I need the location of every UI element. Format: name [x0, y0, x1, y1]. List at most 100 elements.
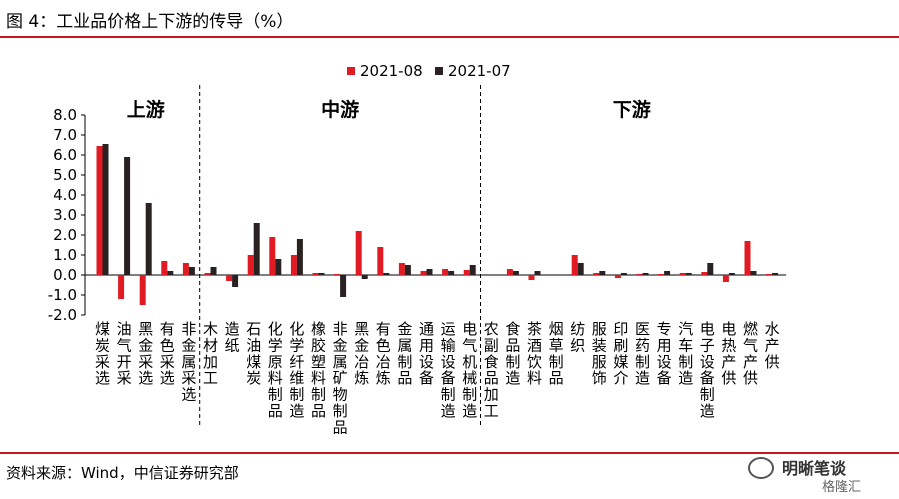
bar	[750, 271, 757, 275]
bar	[448, 271, 455, 275]
category-label: 烟草制品	[549, 320, 564, 387]
category-label: 通用设备	[419, 320, 434, 387]
y-tick-label: 8.0	[53, 106, 77, 124]
category-label: 食品制造	[505, 320, 520, 387]
watermark: 明晰笔谈 格隆汇	[742, 452, 899, 499]
category-label: 运输设备制造	[441, 320, 456, 420]
bar	[469, 265, 476, 275]
bar	[512, 271, 519, 275]
bar	[398, 263, 405, 275]
y-tick-label: 0.0	[53, 266, 77, 284]
bar	[226, 275, 233, 281]
bar	[139, 275, 146, 305]
bar	[296, 239, 303, 275]
category-label: 黑金采选	[138, 320, 153, 387]
watermark-sub: 格隆汇	[822, 480, 862, 495]
category-label: 印刷媒介	[613, 320, 628, 387]
category-label: 汽车制造	[678, 320, 693, 387]
bar	[161, 261, 168, 275]
bar	[361, 275, 368, 279]
bar	[182, 263, 189, 275]
bar	[534, 271, 541, 275]
category-label: 医药制造	[635, 320, 650, 387]
bar	[426, 269, 433, 275]
y-tick-label: 6.0	[53, 146, 77, 164]
bar	[253, 223, 260, 275]
category-label: 有色冶炼	[376, 320, 391, 387]
bar	[377, 247, 384, 275]
bar	[383, 273, 390, 275]
bar	[275, 259, 282, 275]
category-label: 非金属矿物制品	[333, 320, 348, 436]
y-tick-label: -2.0	[48, 306, 77, 324]
y-tick-label: 4.0	[53, 186, 77, 204]
bar	[210, 267, 217, 275]
bar	[679, 273, 686, 275]
bar	[124, 157, 131, 275]
bar	[571, 255, 578, 275]
category-label: 黑金冶炼	[354, 320, 369, 387]
group-label: 中游	[321, 98, 359, 121]
watermark-name: 明晰笔谈	[782, 459, 847, 478]
category-label: 造纸	[225, 320, 240, 354]
bar	[636, 274, 643, 275]
bar	[442, 269, 449, 275]
category-label: 有色采选	[160, 320, 175, 387]
category-label: 专用设备	[657, 320, 672, 387]
category-label: 电子设备制造	[700, 320, 715, 420]
category-label: 服装服饰	[592, 320, 607, 387]
bar	[247, 255, 254, 275]
bar	[701, 272, 708, 275]
bar	[772, 273, 779, 275]
bar	[318, 273, 325, 275]
category-label: 油气开采	[117, 320, 132, 387]
bar	[167, 271, 174, 275]
bar	[269, 237, 276, 275]
category-label: 橡胶塑料制品	[311, 320, 326, 420]
category-label: 茶酒饮料	[527, 320, 542, 387]
category-label: 化学原料制品	[268, 320, 283, 420]
category-label: 水产供	[765, 320, 780, 371]
category-label: 石油煤炭	[246, 320, 261, 387]
bar	[96, 146, 103, 275]
bar	[204, 273, 211, 275]
bar	[707, 263, 714, 275]
bar	[340, 275, 347, 297]
bar	[614, 275, 621, 278]
top-rule	[0, 36, 899, 38]
category-label: 纺织	[570, 320, 585, 354]
y-tick-label: 2.0	[53, 226, 77, 244]
bar	[404, 265, 411, 275]
bottom-rule	[0, 452, 899, 454]
bar	[355, 231, 362, 275]
bar	[685, 273, 692, 275]
category-label: 化学纤维制造	[289, 320, 304, 420]
category-label: 电热产供	[721, 320, 736, 387]
category-label: 金属制品	[397, 320, 412, 387]
category-label: 非金属采选	[181, 320, 196, 404]
bar	[232, 275, 239, 287]
bar	[188, 267, 195, 275]
bar	[744, 241, 751, 275]
bar-chart: 8.0 7.0 6.0 5.0 4.0 3.0 2.0 1.0 0.0 -1.0 -2.0 上游 中游 下…	[48, 62, 787, 436]
category-label: 电气机械制造	[462, 320, 477, 420]
bar	[658, 274, 665, 275]
bar	[766, 274, 773, 275]
bar	[118, 275, 125, 299]
legend-label: 2021-07	[448, 62, 511, 80]
legend-swatch	[435, 67, 443, 75]
wechat-icon	[748, 457, 774, 479]
y-tick-label: 3.0	[53, 206, 77, 224]
y-tick-label: 7.0	[53, 126, 77, 144]
bar	[577, 263, 584, 275]
bar	[728, 273, 735, 275]
bar	[528, 275, 535, 280]
bar	[420, 271, 427, 275]
bar	[312, 273, 319, 275]
y-tick-label: 5.0	[53, 166, 77, 184]
category-label: 煤炭采选	[95, 320, 110, 387]
bar	[463, 270, 470, 275]
bar	[145, 203, 152, 275]
bar	[642, 273, 649, 275]
bar	[620, 273, 627, 275]
